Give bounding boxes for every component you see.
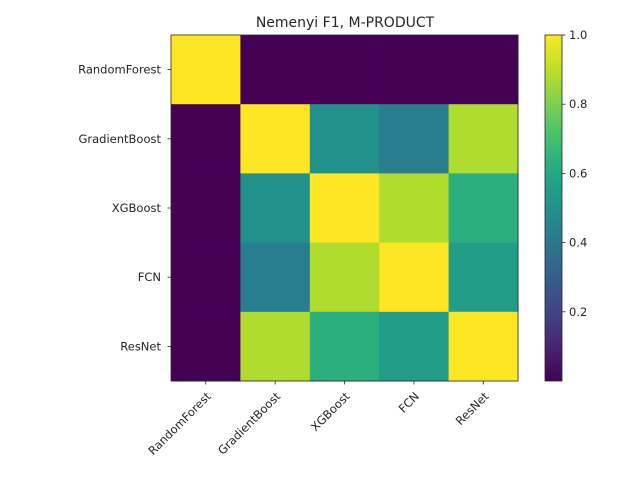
colorbar-tick-label: 0.6	[569, 166, 587, 180]
heatmap-cell	[379, 104, 450, 174]
heatmap-cell	[240, 242, 311, 313]
colorbar	[544, 34, 563, 382]
colorbar-tick-label: 0.2	[569, 305, 587, 319]
heatmap-cell	[379, 35, 450, 105]
row-label: ResNet	[120, 339, 161, 353]
heatmap-cell	[448, 35, 519, 105]
heatmap-cell	[240, 311, 311, 382]
heatmap-cell	[171, 104, 241, 174]
heatmap-cell	[309, 104, 380, 174]
row-label: FCN	[138, 270, 161, 284]
chart-title: Nemenyi F1, M-PRODUCT	[256, 15, 435, 31]
heatmap-cell	[240, 173, 311, 244]
row-labels: RandomForest GradientBoost XGBoost FCN ResNe…	[78, 63, 171, 353]
column-labels: RandomForest GradientBoost XGBoost FCN ResNe…	[145, 381, 492, 458]
heatmap-cells	[171, 35, 519, 382]
row-label: RandomForest	[78, 63, 161, 77]
heatmap-cell	[171, 311, 241, 382]
colorbar-tick-label: 0.8	[569, 97, 587, 111]
row-label: XGBoost	[112, 201, 162, 215]
heatmap-cell	[240, 104, 311, 174]
heatmap-cell	[309, 35, 380, 105]
heatmap-cell	[379, 242, 450, 313]
column-label: ResNet	[453, 389, 492, 428]
heatmap-cell	[171, 173, 241, 244]
colorbar-ticks: 0.2 0.4 0.6 0.8 1.0	[562, 28, 587, 319]
heatmap-cell	[309, 173, 380, 244]
column-label: GradientBoost	[215, 389, 284, 458]
heatmap-cell	[240, 35, 311, 105]
heatmap-cell	[448, 242, 519, 313]
heatmap-cell	[309, 242, 380, 313]
column-label: RandomForest	[145, 389, 214, 458]
column-label: FCN	[396, 389, 422, 415]
heatmap-cell	[448, 311, 519, 382]
heatmap-cell	[309, 311, 380, 382]
column-label: XGBoost	[308, 389, 353, 434]
colorbar-tick-label: 0.4	[569, 236, 587, 250]
heatmap-cell	[448, 104, 519, 174]
heatmap-cell	[379, 173, 450, 244]
heatmap-cell	[448, 173, 519, 244]
heatmap-cell	[171, 35, 241, 105]
colorbar-tick-label: 1.0	[569, 28, 587, 42]
row-label: GradientBoost	[78, 132, 161, 146]
heatmap-cell	[379, 311, 450, 382]
heatmap-cell	[171, 242, 241, 313]
